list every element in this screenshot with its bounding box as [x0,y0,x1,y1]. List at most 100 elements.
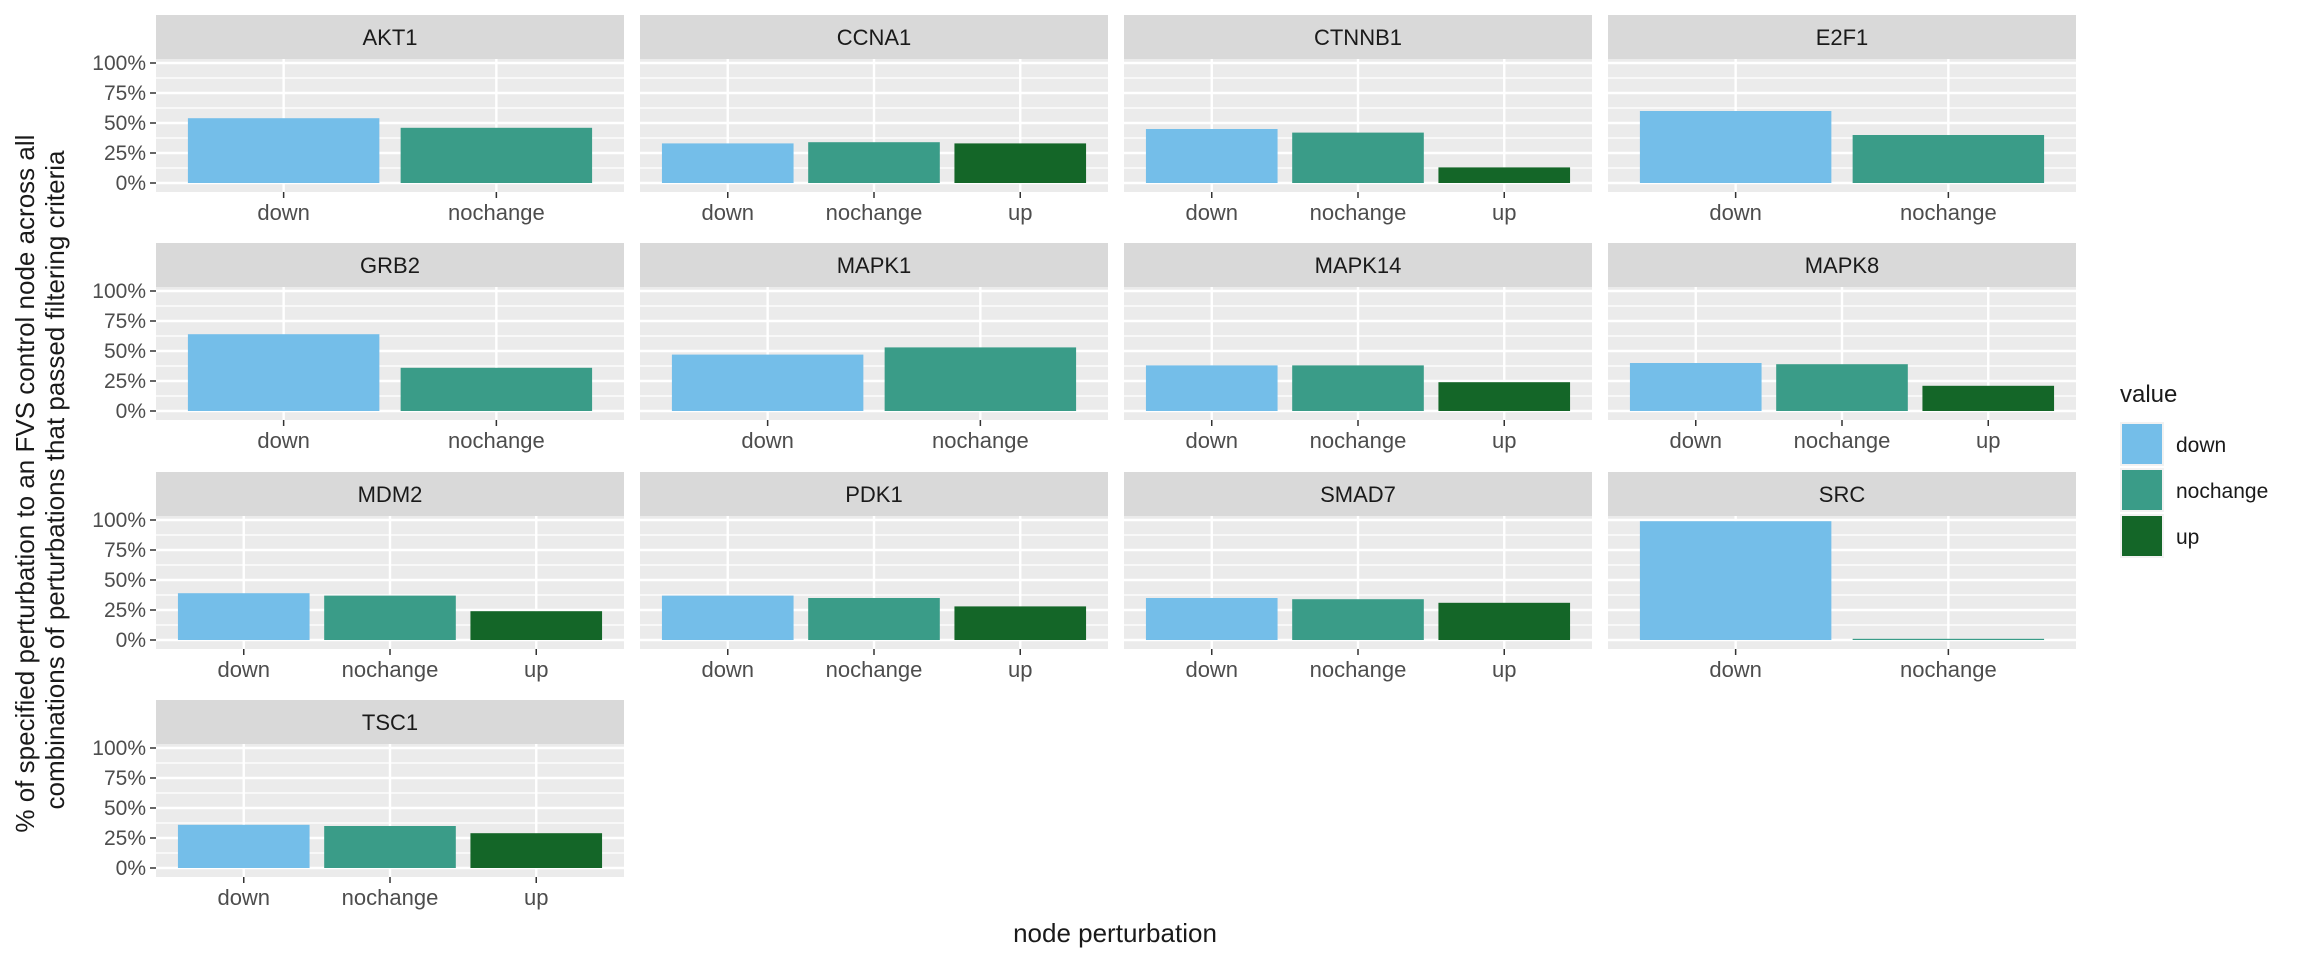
y-tick-label: 50% [104,112,146,135]
bar-nochange [400,367,593,411]
bar-nochange [884,347,1077,411]
legend-key-up [2122,516,2162,556]
y-tick-label: 75% [104,310,146,333]
bar-up [1922,385,2055,411]
facet-panel-mapk14: MAPK14 down nochange up [1124,243,1592,453]
facet-strip [156,472,624,516]
facet-strip-label: MAPK8 [1805,253,1880,278]
bar-down [1145,365,1278,411]
y-tick-label: 50% [104,569,146,592]
x-tick-label: up [1492,428,1516,453]
x-tick-label: nochange [1310,657,1407,682]
x-tick-label: down [1709,200,1762,225]
y-tick-label: 100% [92,52,146,75]
facet-panel-e2f1: E2F1 down nochange [1608,15,2076,225]
facet-panel-mapk1: MAPK1 down nochange [640,243,1108,453]
y-tick-label: 75% [104,539,146,562]
bar-down [1629,363,1762,411]
y-tick-label: 50% [104,797,146,820]
bar-nochange [1852,135,2045,183]
x-tick-label: nochange [1900,657,1997,682]
y-tick-label: 25% [104,827,146,850]
y-tick-label: 0% [116,629,146,652]
x-tick-label: down [257,200,310,225]
bar-nochange [1292,132,1424,183]
facet-strip [1608,243,2076,287]
x-tick-label: down [217,657,270,682]
x-tick-label: nochange [1794,428,1891,453]
bar-down [671,354,864,411]
facet-panel-tsc1: TSC1 down nochange up 0% 25% 50% 75% 100% [92,700,624,910]
bar-down [1639,111,1832,183]
x-tick-label: nochange [342,657,439,682]
x-tick-label: up [1008,200,1032,225]
bar-up [1438,382,1571,411]
legend-key-nochange [2122,470,2162,510]
legend-items: down nochange up [2120,422,2268,558]
facet-strip-label: SRC [1819,482,1866,507]
x-tick-label: down [1709,657,1762,682]
x-tick-label: down [217,885,270,910]
facet-strip [156,700,624,744]
bar-nochange [808,598,940,640]
x-tick-label: up [524,885,548,910]
facet-strip [640,15,1108,59]
facet-panel-mapk8: MAPK8 down nochange up [1608,243,2076,453]
y-tick-label: 75% [104,767,146,790]
y-tick-label: 25% [104,142,146,165]
facet-panels: AKT1 down nochange 0% 25% 50% 75% 100% CCNA1 down… [92,15,2076,910]
bar-up [1438,167,1571,183]
y-axis-title-line-2: combinations of perturbations that passe… [40,150,70,810]
x-tick-label: down [1185,428,1238,453]
x-tick-label: down [701,200,754,225]
bar-down [187,334,380,411]
x-tick-label: nochange [342,885,439,910]
facet-strip-label: CCNA1 [837,25,912,50]
x-tick-label: nochange [932,428,1029,453]
x-tick-label: up [1008,657,1032,682]
x-tick-label: down [1185,657,1238,682]
y-tick-label: 100% [92,280,146,303]
bar-nochange [1292,599,1424,640]
x-tick-label: down [701,657,754,682]
facet-strip [1124,243,1592,287]
x-tick-label: down [257,428,310,453]
facet-strip [1608,472,2076,516]
y-axis-title-line-1: % of specified perturbation to an FVS co… [10,135,40,833]
facet-strip-label: PDK1 [845,482,902,507]
facet-strip-label: E2F1 [1816,25,1869,50]
bar-down [1639,521,1832,640]
y-tick-label: 25% [104,599,146,622]
x-tick-label: nochange [826,657,923,682]
facet-panel-ccna1: CCNA1 down nochange up [640,15,1108,225]
x-tick-label: nochange [1900,200,1997,225]
bar-up [470,611,603,640]
facet-strip-label: AKT1 [362,25,417,50]
facet-strip [156,243,624,287]
facet-strip-label: MDM2 [358,482,423,507]
y-tick-label: 25% [104,370,146,393]
legend-title: value [2120,381,2177,408]
y-tick-label: 0% [116,857,146,880]
x-tick-label: nochange [448,200,545,225]
facet-strip [640,243,1108,287]
facet-panel-src: SRC down nochange [1608,472,2076,682]
bar-down [177,593,310,640]
x-tick-label: down [1185,200,1238,225]
x-tick-label: up [1492,200,1516,225]
legend-label-down: down [2176,434,2226,457]
bar-up [954,606,1087,640]
bar-up [954,143,1087,183]
bar-up [470,833,603,868]
x-tick-label: up [1492,657,1516,682]
bar-nochange [1852,638,2045,640]
bar-down [187,118,380,183]
y-tick-label: 50% [104,340,146,363]
bar-up [1438,602,1571,640]
y-axis-title: % of specified perturbation to an FVS co… [10,127,70,832]
facet-panel-akt1: AKT1 down nochange 0% 25% 50% 75% 100% [92,15,624,225]
x-tick-label: nochange [1310,428,1407,453]
facet-strip-label: SMAD7 [1320,482,1396,507]
